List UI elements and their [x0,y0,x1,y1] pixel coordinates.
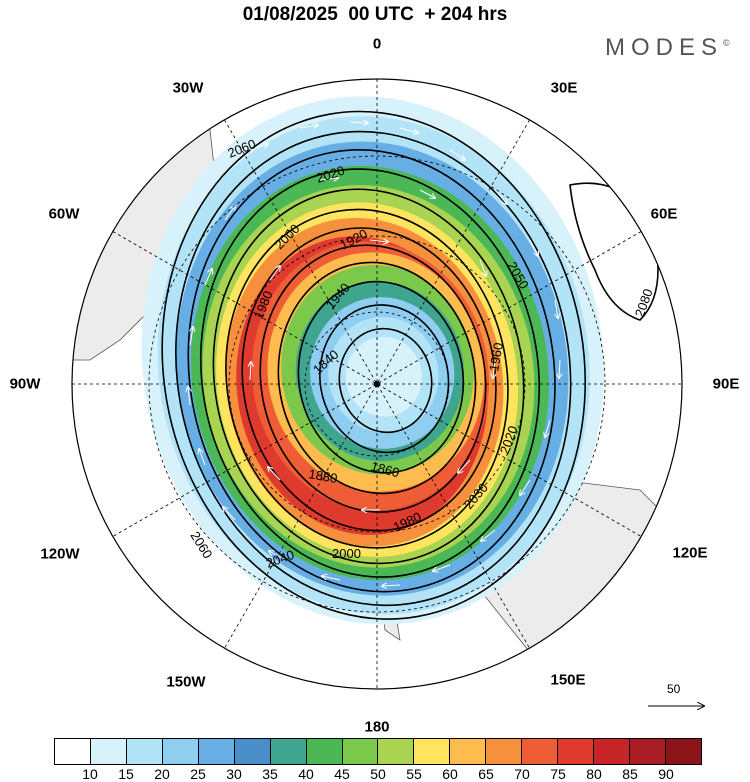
colorbar-cell [90,739,127,764]
wind-vector [493,359,495,378]
wind-vector [555,299,558,318]
brand-logo: MODES© [605,34,730,62]
height-contours [161,110,586,620]
wind-vector [190,327,193,346]
wind-vector [433,564,451,571]
colorbar-tick-label: 35 [262,766,278,782]
wind-vector [369,240,388,242]
colorbar-tick-label: 10 [82,766,98,782]
wind-vector [204,269,212,286]
colorbar-cell [486,739,523,764]
wind-vector [520,479,531,495]
lon-label-180: 180 [364,718,390,736]
wind-vector [269,551,286,561]
colorbar [54,738,702,765]
colorbar-tick-label: 75 [550,766,566,782]
lon-label-150w: 150W [166,673,206,691]
wind-vector [481,529,496,541]
colorbar-cell [665,739,701,764]
lon-label-60e: 60E [650,205,678,223]
wind-vector [268,467,281,481]
contour-label: 1960 [486,341,506,372]
map-disk: 2060 2020 2000 1980 1920 1940 1840 1860 … [72,79,682,689]
wind-vector [319,178,338,180]
colorbar-cell [55,739,91,764]
colorbar-tick-label: 70 [514,766,530,782]
colorbar-cell [234,739,271,764]
colorbar-tick-label: 50 [370,766,386,782]
colorbar-cell [270,739,307,764]
lon-label-30e: 30E [550,79,578,97]
wind-vector [449,149,465,160]
colorbar-cell [162,739,199,764]
colorbar-cell [378,739,415,764]
wind-speed-shading [141,96,604,625]
colorbar-tick-label: 15 [118,766,134,782]
brand-mark: © [723,38,730,48]
contour-label: 1880 [307,466,338,486]
wind-vector [494,189,507,204]
colorbar-tick-label: 45 [334,766,350,782]
wind-vector [224,206,235,221]
wind-vector [559,359,560,378]
colorbar-tick-label: 90 [658,766,674,782]
wind-vector [299,125,318,128]
lon-label-90w: 90W [9,375,41,393]
wind-vector [250,362,251,381]
contour-label: 2000 [332,546,361,561]
wind-vectors [188,122,560,586]
wind-vector [529,239,538,256]
map-boundary [71,78,683,690]
reference-vector-label: 50 [667,682,681,696]
wind-vector [399,127,418,133]
south-pole-marker [374,381,380,387]
wind-vector [349,122,368,123]
brand-name: MODES [605,34,724,61]
wind-vector [269,266,280,281]
colorbar-tick-label: 60 [442,766,458,782]
colorbar-cell [522,739,559,764]
lon-label-120w: 120W [40,545,80,563]
colorbar-tick-label: 20 [154,766,170,782]
colorbar-cell [306,739,343,764]
wind-vector [458,459,471,473]
map-title: 01/08/2025 00 UTC + 204 hrs [242,4,508,25]
wind-vector [322,576,341,581]
colorbar-labels: 10 15 20 25 30 35 40 45 50 55 60 65 70 75 80 85 90 [54,766,702,782]
colorbar-cell [594,739,630,764]
lon-label-60w: 60W [48,205,80,223]
colorbar-cell [126,739,163,764]
wind-vector [545,419,551,437]
graticule [72,79,682,689]
colorbar-tick-label: 80 [586,766,602,782]
colorbar-tick-label: 30 [226,766,242,782]
colorbar-tick-label: 65 [478,766,494,782]
colorbar-cell [450,739,487,764]
colorbar-cell [630,739,666,764]
colorbar-cell [198,739,235,764]
colorbar-cell [414,739,451,764]
lon-label-150e: 150E [550,671,586,689]
lon-label-90e: 90E [712,375,740,393]
wind-vector [223,507,236,521]
wind-vector [199,449,206,466]
wind-vector [249,144,268,151]
wind-vector [188,387,190,406]
colorbar-cell [342,739,379,764]
wind-vector [419,189,435,198]
colorbar-cell [558,739,595,764]
colorbar-tick-label: 85 [622,766,638,782]
lon-label-0: 0 [372,35,382,53]
colorbar-tick-label: 25 [190,766,206,782]
colorbar-tick-label: 55 [406,766,422,782]
wind-vector [479,259,486,276]
lon-label-120e: 120E [672,544,708,562]
colorbar-tick-label: 40 [298,766,314,782]
wind-vector [382,585,401,586]
lon-label-30w: 30W [172,79,204,97]
